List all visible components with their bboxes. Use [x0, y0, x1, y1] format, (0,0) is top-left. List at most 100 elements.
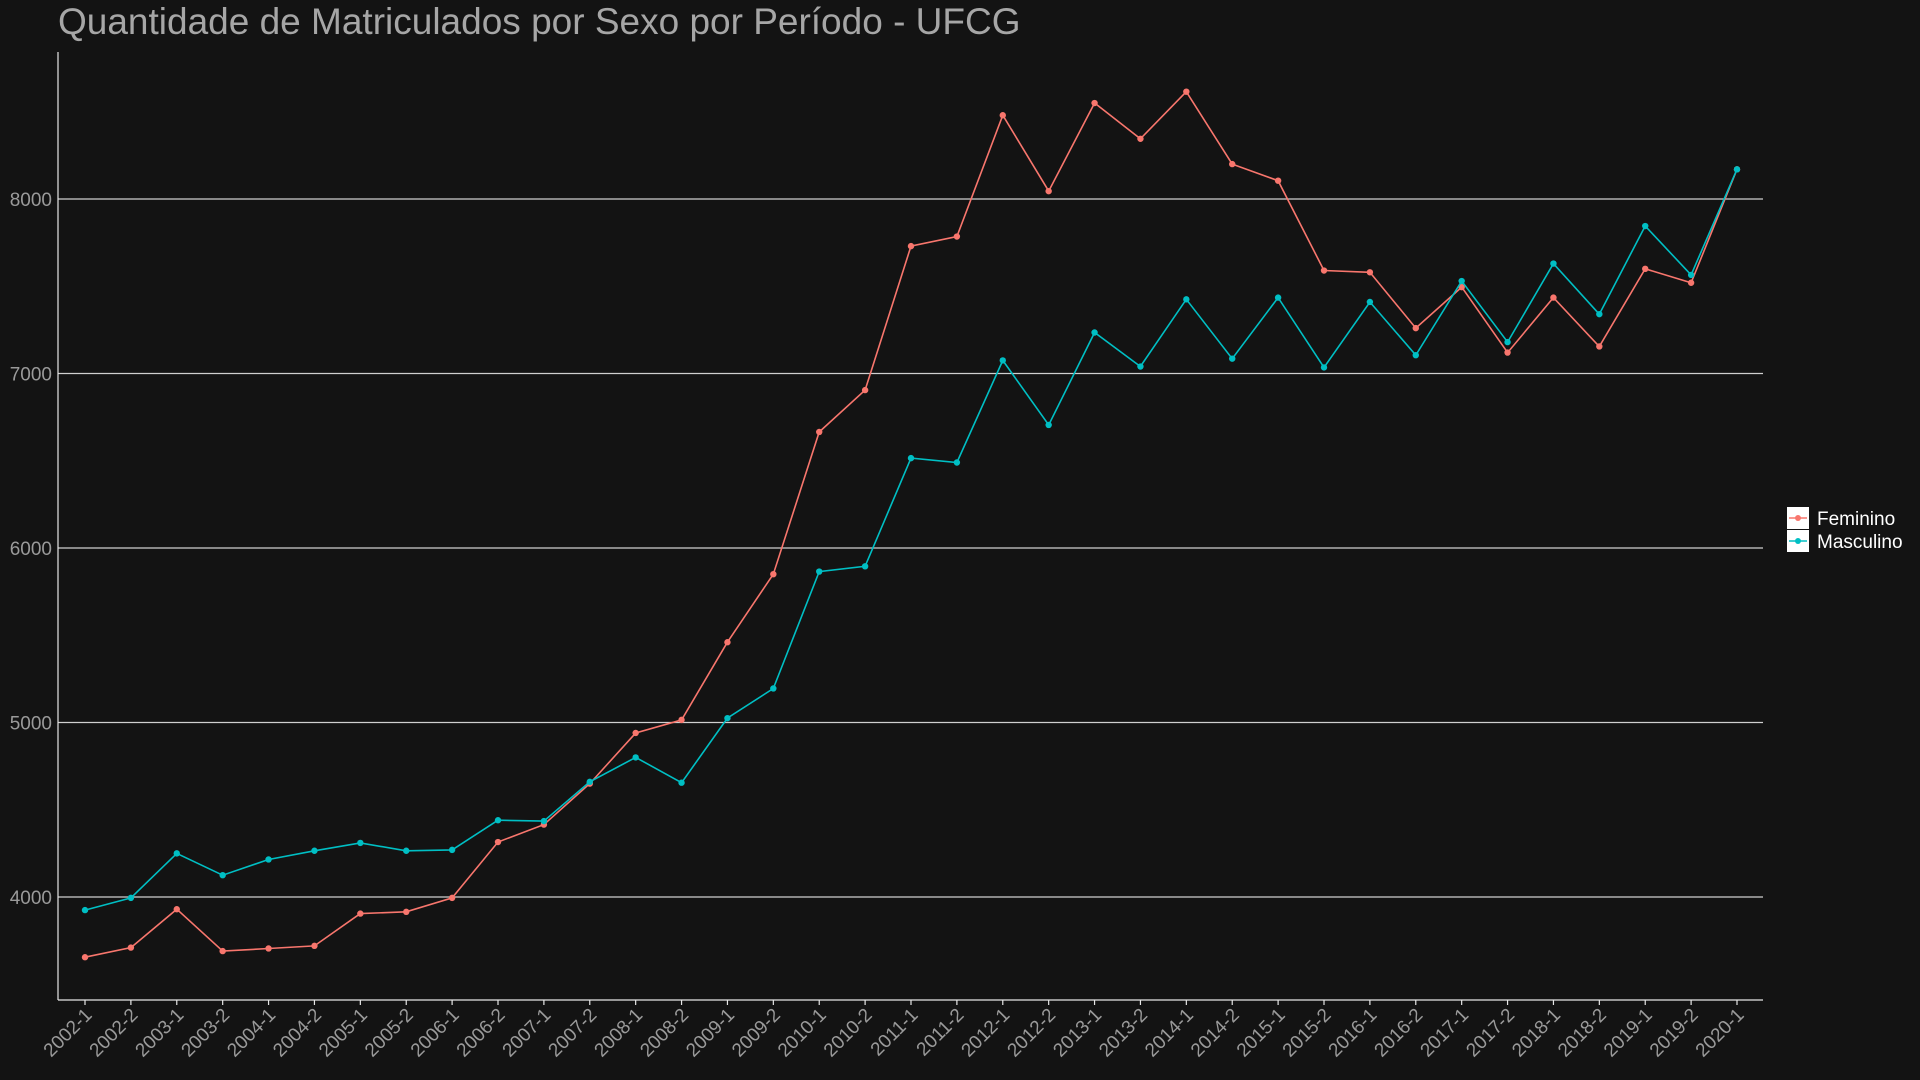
series: [81, 88, 1741, 961]
x-tick-label: 2004-2: [269, 1005, 326, 1062]
x-tick-label: 2008-2: [636, 1005, 693, 1062]
data-point: [311, 942, 318, 950]
y-tick-label: 8000: [10, 190, 52, 211]
x-tick-label: 2013-2: [1095, 1005, 1152, 1062]
data-point: [403, 908, 410, 916]
x-tick-label: 2011-1: [867, 1005, 923, 1061]
data-point: [770, 570, 777, 578]
data-point: [632, 729, 639, 737]
data-point: [1137, 135, 1144, 142]
data-point: [81, 954, 89, 961]
data-point: [1320, 267, 1328, 274]
x-tick-label: 2019-1: [1600, 1005, 1657, 1062]
data-point: [770, 685, 777, 692]
data-point: [632, 754, 639, 761]
series-line-masculino: [84, 168, 1738, 911]
x-tick-label: 2011-2: [913, 1005, 969, 1061]
data-point: [1137, 363, 1144, 370]
legend-key-point: [1795, 515, 1801, 521]
data-point: [953, 459, 961, 466]
data-point: [907, 454, 915, 462]
data-point: [1596, 343, 1603, 350]
data-point: [1687, 279, 1695, 286]
x-tick-label: 2015-2: [1279, 1005, 1336, 1062]
data-point: [907, 242, 915, 250]
y-tick-label: 6000: [10, 539, 52, 560]
x-tick-label: 2019-2: [1646, 1005, 1703, 1062]
data-point: [265, 945, 272, 952]
x-tick-labels: 2002-12002-22003-12003-22004-12004-22005…: [40, 1000, 1749, 1061]
x-tick-label: 2004-1: [223, 1005, 280, 1062]
data-point: [1229, 355, 1236, 362]
data-point: [678, 779, 685, 786]
x-tick-label: 2017-2: [1462, 1005, 1519, 1062]
data-point: [861, 563, 869, 570]
x-tick-label: 2007-1: [499, 1005, 556, 1062]
data-point: [219, 871, 226, 879]
data-point: [1274, 294, 1282, 301]
data-point: [1274, 177, 1282, 184]
data-point: [1458, 283, 1465, 291]
data-point: [357, 910, 364, 917]
chart-title: Quantidade de Matriculados por Sexo por …: [58, 1, 1021, 42]
data-point: [953, 233, 961, 240]
data-point: [1504, 349, 1511, 356]
x-tick-label: 2002-2: [86, 1005, 143, 1062]
x-tick-label: 2003-1: [132, 1005, 189, 1062]
data-point: [1045, 187, 1052, 195]
legend-label-masculino: Masculino: [1817, 532, 1903, 553]
data-point: [219, 947, 226, 955]
data-point: [816, 428, 823, 436]
data-point: [403, 847, 410, 854]
data-point: [494, 817, 502, 824]
data-point: [1183, 88, 1190, 95]
data-point: [311, 847, 318, 854]
x-tick-label: 2018-2: [1554, 1005, 1611, 1062]
x-tick-label: 2003-2: [178, 1005, 235, 1062]
data-point: [1642, 222, 1649, 230]
x-tick-label: 2009-2: [728, 1005, 785, 1062]
data-point: [999, 112, 1006, 119]
data-point: [494, 838, 502, 846]
data-point: [1366, 298, 1374, 306]
x-tick-label: 2007-2: [545, 1005, 602, 1062]
data-point: [1596, 310, 1603, 318]
data-point: [448, 846, 456, 854]
data-point: [1091, 99, 1098, 107]
x-tick-label: 2016-1: [1325, 1005, 1382, 1062]
data-point: [678, 716, 685, 724]
gridlines: [58, 198, 1763, 898]
data-point: [1642, 265, 1649, 272]
data-point: [586, 778, 593, 786]
data-point: [1550, 260, 1557, 267]
data-point: [1687, 271, 1695, 279]
legend-label-feminino: Feminino: [1817, 509, 1895, 530]
axes: [57, 52, 1763, 1001]
data-point: [724, 714, 731, 722]
data-point: [861, 386, 869, 394]
data-point: [816, 568, 823, 575]
data-point: [127, 944, 135, 951]
data-point: [1412, 351, 1419, 359]
data-point: [448, 894, 456, 902]
x-tick-label: 2020-1: [1692, 1005, 1749, 1062]
data-point: [724, 639, 731, 646]
x-tick-label: 2005-1: [315, 1005, 372, 1062]
data-point: [1045, 421, 1052, 429]
x-tick-label: 2009-1: [682, 1005, 739, 1062]
x-tick-label: 2017-1: [1417, 1005, 1474, 1062]
data-point: [1320, 364, 1328, 371]
data-point: [1504, 338, 1511, 346]
x-tick-label: 2010-2: [820, 1005, 877, 1062]
data-point: [1458, 277, 1465, 285]
legend-key-point: [1795, 538, 1801, 544]
data-point: [173, 906, 180, 913]
data-point: [1229, 160, 1236, 168]
series-feminino: [81, 88, 1741, 961]
x-tick-label: 2014-2: [1187, 1005, 1244, 1062]
x-tick-label: 2010-1: [774, 1005, 831, 1062]
x-tick-label: 2014-1: [1141, 1005, 1198, 1062]
data-point: [1183, 296, 1190, 303]
